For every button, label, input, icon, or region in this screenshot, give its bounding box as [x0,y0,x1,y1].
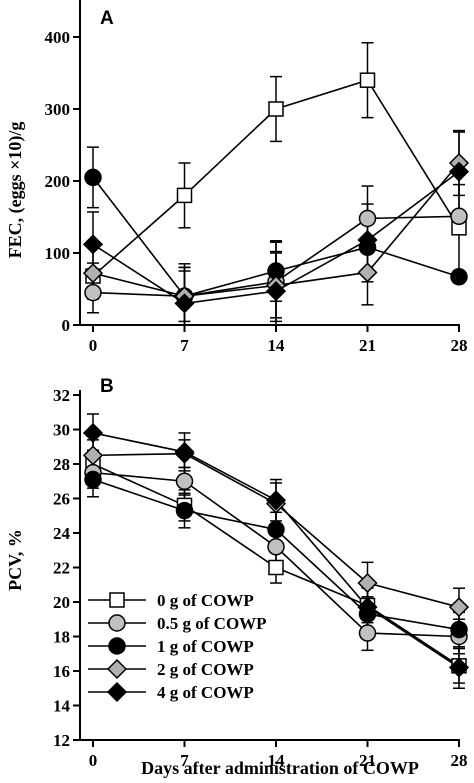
data-point [450,207,468,226]
x-tick-label: 7 [180,751,189,770]
data-point [268,101,284,117]
y-tick-label: 32 [53,386,70,405]
legend-marker [108,614,126,632]
y-tick-label: 28 [53,455,70,474]
y-tick-label: 400 [45,28,71,47]
y-tick-label: 100 [45,244,71,263]
data-point [175,472,194,490]
data-point [84,283,102,302]
data-point [267,538,285,556]
data-point [176,187,193,204]
panel-b-y-axis-title: PCV, % [5,529,25,591]
data-point [82,422,104,444]
panel-b-label: B [100,376,114,397]
x-tick-label: 28 [451,336,468,355]
data-point [84,168,102,187]
panel-a-label: A [100,8,114,29]
legend-marker [108,637,126,655]
y-tick-label: 30 [53,421,70,440]
x-tick-label: 21 [359,336,376,355]
x-tick-label: 14 [268,336,286,355]
legend-entry: 2 g of COWP [157,660,254,679]
data-point [175,501,194,520]
y-tick-label: 14 [53,697,71,716]
y-tick-label: 24 [53,524,71,543]
x-tick-label: 28 [451,751,468,770]
y-tick-label: 16 [53,662,70,681]
data-point [82,263,104,284]
data-point [359,72,376,88]
legend-entry: 0 g of COWP [157,591,254,610]
data-point [448,597,470,618]
y-tick-label: 20 [53,593,70,612]
legend-marker [106,681,128,703]
x-tick-label: 14 [268,751,286,770]
data-point [358,209,377,228]
x-tick-label: 0 [89,751,98,770]
y-tick-label: 0 [62,316,71,335]
data-point [265,281,287,302]
data-point [267,520,285,539]
panel-b-x-axis-title: Days after administration of COWP [141,758,419,778]
data-point [265,490,287,511]
data-point [82,234,104,255]
data-point [357,572,378,594]
data-point [357,597,378,618]
y-tick-label: 26 [53,490,70,509]
data-point [450,620,468,639]
panel-a-y-axis-title: FEC, (eggs ×10)/g [5,122,26,259]
y-tick-label: 22 [53,559,70,578]
panel-b: B PCV, % Days after administration of CO… [5,376,470,778]
data-point [174,293,195,314]
data-point [448,161,470,182]
legend-entry: 4 g of COWP [157,683,254,702]
data-point [268,559,284,576]
data-point [82,445,104,466]
x-tick-label: 7 [180,336,189,355]
panel-a: A FEC, (eggs ×10)/g 0 100 200 300 400 0 7 14 21 2… [5,0,470,355]
y-tick-label: 200 [45,172,71,191]
data-point [448,657,470,678]
data-point [358,624,377,642]
data-point [357,229,378,251]
x-tick-label: 0 [89,336,98,355]
y-tick-label: 300 [45,100,71,119]
y-tick-label: 12 [53,731,70,750]
data-point [450,268,468,286]
legend-marker [106,658,128,680]
x-tick-label: 21 [359,751,376,770]
y-tick-label: 18 [53,628,70,647]
data-point [174,441,195,462]
data-point [357,262,378,283]
legend-entry: 0.5 g of COWP [157,614,267,633]
legend-marker [109,592,125,608]
legend-entry: 1 g of COWP [157,637,254,656]
data-point [84,470,102,489]
